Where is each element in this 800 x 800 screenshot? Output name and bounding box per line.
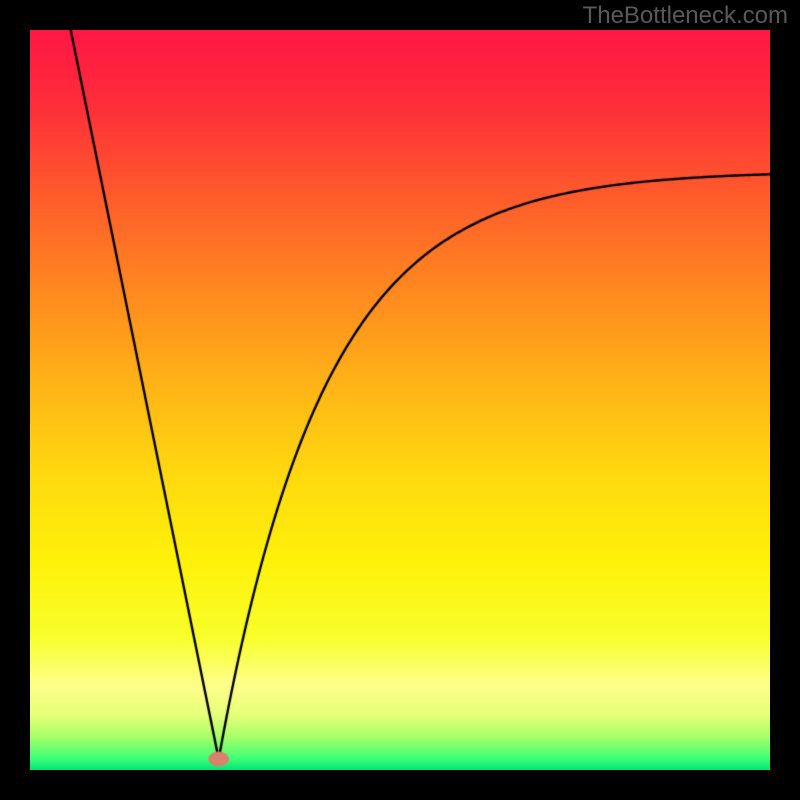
plot-area bbox=[30, 30, 770, 770]
chart-container: TheBottleneck.com bbox=[0, 0, 800, 800]
curve-layer bbox=[30, 30, 770, 770]
watermark-text: TheBottleneck.com bbox=[583, 2, 788, 30]
